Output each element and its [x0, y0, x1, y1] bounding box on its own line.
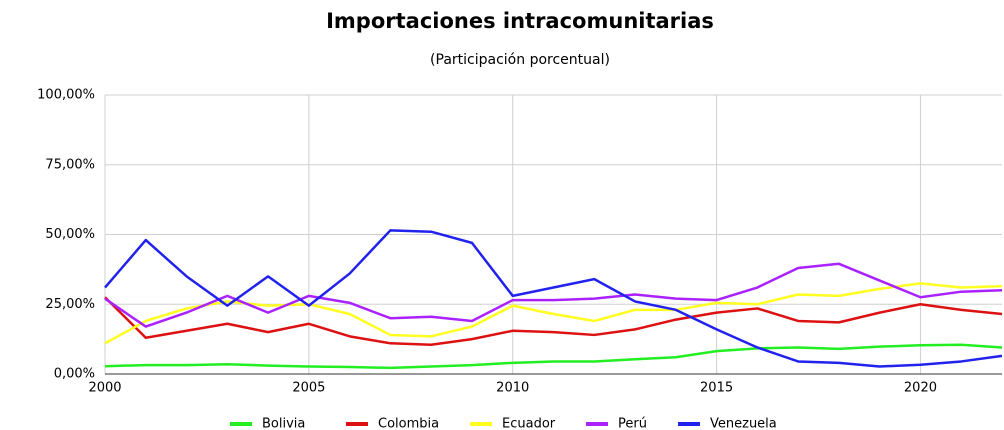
legend-label: Colombia: [378, 417, 439, 430]
series-line: [104, 296, 1003, 346]
series-line: [104, 262, 1003, 328]
chart-subtitle: (Participación porcentual): [430, 52, 610, 68]
x-tick-label: 2015: [700, 381, 733, 396]
legend-label: Ecuador: [502, 417, 556, 430]
y-tick-label: 25,00%: [45, 297, 95, 312]
series-line: [104, 282, 1003, 345]
y-tick-label: 0,00%: [54, 367, 95, 382]
chart-title: Importaciones intracomunitarias: [326, 9, 714, 33]
legend-label: Bolivia: [262, 417, 305, 430]
x-tick-label: 2005: [292, 381, 325, 396]
x-tick-label: 2010: [496, 381, 529, 396]
y-tick-label: 75,00%: [45, 157, 95, 172]
y-tick-label: 100,00%: [37, 88, 95, 103]
x-tick-label: 2000: [88, 381, 121, 396]
x-tick-label: 2020: [904, 381, 937, 396]
series-line: [104, 343, 1003, 370]
legend-label: Perú: [618, 417, 647, 430]
series-line: [104, 229, 1003, 368]
y-tick-label: 50,00%: [45, 227, 95, 242]
legend-label: Venezuela: [710, 417, 777, 430]
